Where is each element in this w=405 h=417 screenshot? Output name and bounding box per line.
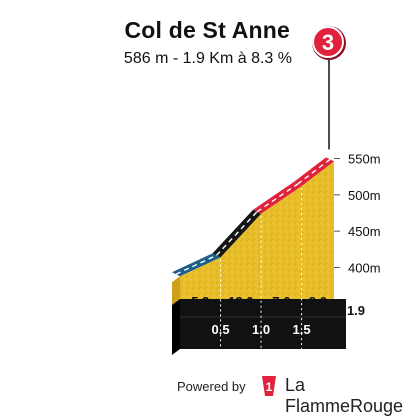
gradient-label-2: 12.0 bbox=[228, 294, 253, 309]
ground-side-face bbox=[172, 276, 180, 305]
footer: Powered by 1 La FlammeRouge bbox=[0, 373, 405, 416]
climb-title: Col de St Anne bbox=[124, 17, 290, 43]
x-tick-label-2: 1.0 bbox=[252, 322, 270, 337]
y-tick-label-3: 500m bbox=[348, 188, 381, 203]
x-tick-label-4: 1.9 bbox=[347, 303, 365, 318]
powered-by-text: Powered by bbox=[177, 379, 246, 394]
gradient-label-1: 5.2 bbox=[191, 294, 209, 309]
ground-front-face bbox=[180, 161, 334, 299]
x-tick-label-3: 1.5 bbox=[293, 322, 311, 337]
y-tick-label-2: 450m bbox=[348, 224, 381, 239]
distance-band-side bbox=[172, 299, 180, 355]
y-tick-label-1: 400m bbox=[348, 261, 381, 276]
climb-subtitle: 586 m - 1.9 Km à 8.3 % bbox=[123, 50, 292, 67]
x-tick-label-1: 0.5 bbox=[211, 322, 229, 337]
brand-logo-number: 1 bbox=[266, 380, 273, 394]
gradient-label-4: 8.6 bbox=[309, 294, 327, 309]
segment-centerline-1 bbox=[175, 254, 217, 275]
segment-centerline-4 bbox=[297, 158, 331, 185]
y-tick-label-4: 550m bbox=[348, 152, 381, 167]
brand-logo-icon: 1 bbox=[262, 376, 276, 396]
climb-profile-chart: 5.2 12.0 7.6 8.6 0.5 1.0 1.5 1.9 400m 450m 500m 550… bbox=[172, 26, 381, 355]
segment-centerline-3 bbox=[256, 183, 298, 213]
gradient-label-3: 7.6 bbox=[272, 294, 290, 309]
category-badge-number: 3 bbox=[322, 30, 334, 55]
category-badge bbox=[312, 26, 344, 58]
brand-name: La FlammeRouge bbox=[285, 375, 404, 416]
distance-band bbox=[180, 299, 346, 349]
segment-centerline-2 bbox=[216, 211, 258, 256]
